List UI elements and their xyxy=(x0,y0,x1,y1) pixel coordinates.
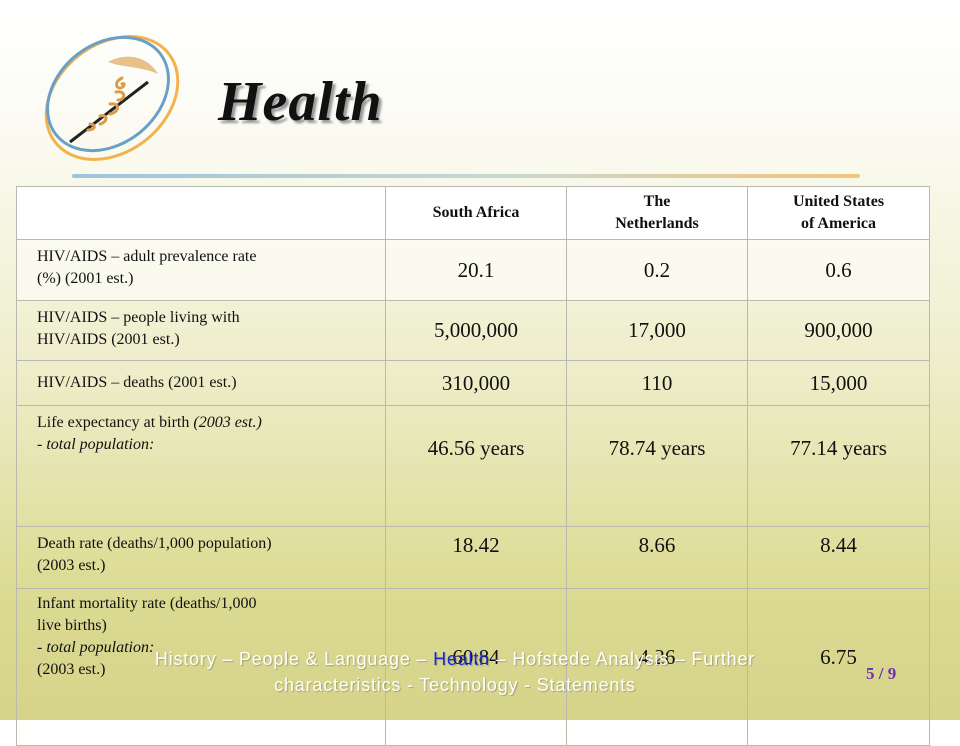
cell-value: 310,000 xyxy=(385,360,567,406)
page-current: 5 xyxy=(866,664,875,683)
cell-value: 8.66 xyxy=(566,526,748,589)
row-label: HIV/AIDS – people living with HIV/AIDS (2… xyxy=(16,300,386,361)
row-label: Life expectancy at birth (2003 est.) - to… xyxy=(16,405,386,527)
table-row: Death rate (deaths/1,000 population) (200… xyxy=(16,526,930,589)
row-label: HIV/AIDS – adult prevalence rate (%) (200… xyxy=(16,239,386,301)
cell-value: 46.56 years xyxy=(385,405,567,527)
cell-value: 0.2 xyxy=(566,239,748,301)
cell-value: 0.6 xyxy=(747,239,930,301)
cell-value: 8.44 xyxy=(747,526,930,589)
nav-link-history[interactable]: History xyxy=(154,649,217,669)
page-total: 9 xyxy=(887,664,897,683)
cell-value: 20.1 xyxy=(385,239,567,301)
table-row: HIV/AIDS – adult prevalence rate (%) (200… xyxy=(16,239,930,301)
nav-separator: – xyxy=(489,649,513,669)
header-netherlands: The Netherlands xyxy=(566,186,748,240)
row-label: HIV/AIDS – deaths (2001 est.) xyxy=(16,360,386,406)
cell-value: 900,000 xyxy=(747,300,930,361)
cell-value: 110 xyxy=(566,360,748,406)
header-empty-cell xyxy=(16,186,386,240)
header-usa: United States of America xyxy=(747,186,930,240)
nav-separator: – xyxy=(216,649,239,669)
table-row: Life expectancy at birth (2003 est.) - to… xyxy=(16,405,930,527)
section-navigation: History – People & Language – Health – H… xyxy=(110,646,800,698)
title-divider xyxy=(72,174,860,178)
page-title: Health xyxy=(218,71,383,133)
table-header-row: South Africa The Netherlands United State… xyxy=(16,186,930,240)
nav-link-health[interactable]: Health xyxy=(433,649,490,669)
nav-separator: - xyxy=(401,675,420,695)
nav-link-further-characteristics[interactable]: Further characteristics xyxy=(274,649,756,695)
cell-value: 17,000 xyxy=(566,300,748,361)
header-south-africa: South Africa xyxy=(385,186,567,240)
logo-emblem-icon xyxy=(44,35,180,161)
table-row: HIV/AIDS – people living with HIV/AIDS (2… xyxy=(16,300,930,361)
nav-separator: – xyxy=(669,649,692,669)
nav-separator: – xyxy=(410,649,434,669)
nav-link-hofstede[interactable]: Hofstede Analysis xyxy=(512,649,670,669)
health-comparison-table: South Africa The Netherlands United State… xyxy=(16,186,930,746)
cell-value: 77.14 years xyxy=(747,405,930,527)
table-row: HIV/AIDS – deaths (2001 est.) 310,000 11… xyxy=(16,360,930,406)
cell-value: 15,000 xyxy=(747,360,930,406)
cell-value: 5,000,000 xyxy=(385,300,567,361)
nav-link-technology[interactable]: Technology xyxy=(419,675,519,695)
cell-value: 18.42 xyxy=(385,526,567,589)
nav-separator: - xyxy=(518,675,537,695)
nav-link-statements[interactable]: Statements xyxy=(536,675,636,695)
page-counter: 5 / 9 xyxy=(866,664,896,684)
cell-value: 78.74 years xyxy=(566,405,748,527)
row-label: Death rate (deaths/1,000 population) (200… xyxy=(16,526,386,589)
page-separator: / xyxy=(874,664,888,683)
nav-link-people-language[interactable]: People & Language xyxy=(238,649,411,669)
